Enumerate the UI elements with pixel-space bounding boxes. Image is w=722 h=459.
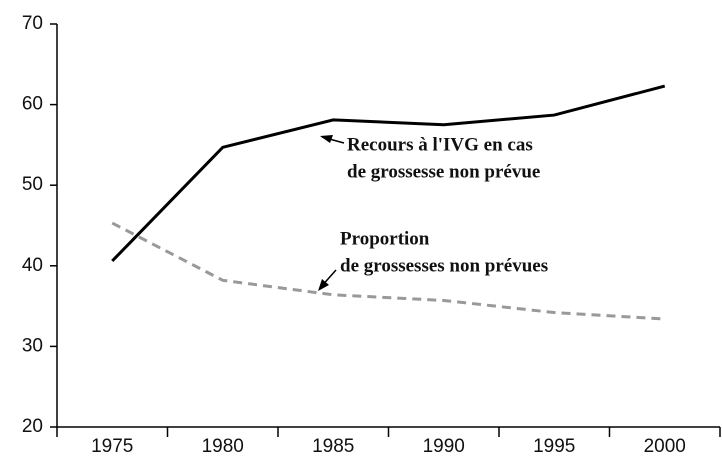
- x-tick-label: 2000: [644, 436, 686, 457]
- x-tick-label: 1975: [91, 436, 133, 457]
- x-tick-label: 1985: [312, 436, 354, 457]
- annotation: de grossesse non prévue: [347, 161, 540, 182]
- y-tick-label: 40: [22, 255, 43, 276]
- y-tick-label: 20: [22, 416, 43, 437]
- x-tick-label: 1980: [202, 436, 244, 457]
- y-tick-label: 30: [22, 335, 43, 356]
- x-tick-label: 1990: [423, 436, 465, 457]
- annotation: Proportion: [340, 228, 430, 249]
- y-tick-label: 50: [22, 174, 43, 195]
- x-tick-label: 1995: [533, 436, 575, 457]
- y-tick-label: 60: [22, 94, 43, 115]
- annotation: Recours à l'IVG en cas: [347, 134, 533, 155]
- series-line: [111, 84, 666, 263]
- y-tick-label: 70: [22, 13, 43, 34]
- annotation-arrowhead: [320, 135, 333, 143]
- annotation-arrowhead: [318, 279, 329, 291]
- series-line: [111, 221, 665, 321]
- annotation: de grossesses non prévues: [340, 255, 548, 276]
